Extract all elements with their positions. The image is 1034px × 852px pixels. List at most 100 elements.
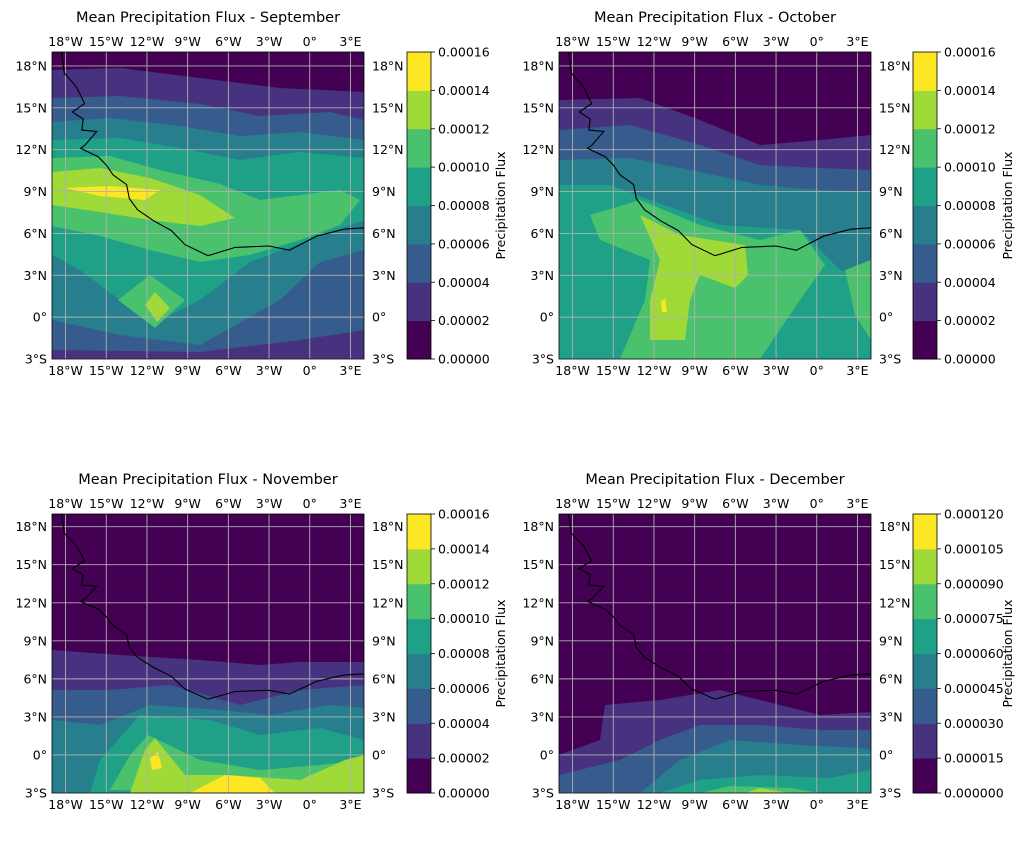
contour-band: [745, 788, 790, 793]
colorbar-label: Precipitation Flux: [493, 599, 508, 707]
lon-tick-label: 0°: [810, 496, 824, 511]
colorbar-tick-label: 0.000105: [944, 541, 1004, 556]
map-december: [559, 514, 871, 793]
colorbar-segment: [407, 688, 431, 724]
lat-tick-label: 3°N: [879, 268, 903, 283]
lat-tick-label: 3°N: [372, 709, 396, 724]
colorbar-segment: [913, 514, 937, 550]
colorbar-tick-label: 0.00008: [438, 646, 490, 661]
lon-ticks-bottom: 18°W 15°W 12°W 9°W 6°W 3°W 0° 3°E: [48, 363, 361, 378]
lon-ticks-bottom: 18°W 15°W 12°W 9°W 6°W 3°W 0° 3°E: [48, 797, 361, 812]
colorbar-label: Precipitation Flux: [1000, 151, 1015, 259]
lat-tick-label: 3°S: [372, 786, 394, 801]
panel-title: Mean Precipitation Flux - October: [594, 10, 836, 26]
lon-tick-label: 15°W: [89, 496, 124, 511]
map-november: [52, 514, 364, 793]
lon-tick-label: 0°: [810, 363, 824, 378]
gridlines: [559, 514, 871, 793]
colorbar-tick-label: 0.00000: [438, 786, 490, 801]
coastline: [60, 52, 364, 257]
lon-tick-label: 0°: [303, 797, 317, 812]
colorbar-tick-label: 0.00006: [944, 236, 996, 251]
colorbar-tick-label: 0.000000: [944, 786, 1004, 801]
colorbar-tick-label: 0.00002: [438, 751, 490, 766]
colorbar-tick-label: 0.00014: [944, 83, 996, 98]
lat-tick-label: 6°N: [372, 671, 396, 686]
lat-tick-label: 6°N: [530, 671, 554, 686]
lat-ticks-right: 18°N 15°N 12°N 9°N 6°N 3°N 0° 3°S: [372, 519, 404, 800]
lon-tick-label: 15°W: [89, 797, 124, 812]
lon-tick-label: 9°W: [174, 34, 201, 49]
lon-ticks-top: 18°W 15°W 12°W 9°W 6°W 3°W 0° 3°E: [555, 496, 868, 511]
lon-tick-label: 15°W: [596, 363, 631, 378]
lat-tick-label: 0°: [372, 747, 386, 762]
lat-tick-label: 15°N: [522, 557, 554, 572]
lat-tick-label: 0°: [540, 310, 554, 325]
lat-tick-label: 6°N: [530, 226, 554, 241]
lon-tick-label: 6°W: [215, 797, 242, 812]
lon-tick-label: 6°W: [215, 34, 242, 49]
colorbar-tick-label: 0.000030: [944, 716, 1004, 731]
colorbar-october: 0.00000 0.00002 0.00004 0.00006 0.00008 0.000…: [912, 45, 1015, 367]
colorbar-november: 0.00000 0.00002 0.00004 0.00006 0.00008 0.000…: [406, 507, 508, 801]
colorbar-segment: [407, 243, 431, 283]
lat-tick-label: 18°N: [372, 519, 404, 534]
lat-tick-label: 3°S: [25, 352, 47, 367]
map-frame: [558, 513, 872, 794]
lat-tick-label: 18°N: [372, 58, 404, 73]
colorbar-segment: [913, 688, 937, 724]
lon-tick-label: 6°W: [215, 363, 242, 378]
lon-tick-label: 0°: [303, 34, 317, 49]
lon-tick-label: 15°W: [596, 496, 631, 511]
map-frame: [558, 51, 872, 360]
panel-title: Mean Precipitation Flux - December: [585, 472, 844, 488]
lat-tick-label: 0°: [879, 310, 893, 325]
colorbar-segment: [913, 583, 937, 620]
lon-tick-label: 15°W: [596, 34, 631, 49]
lat-tick-label: 12°N: [15, 595, 47, 610]
lon-tick-label: 6°W: [722, 496, 749, 511]
colorbar-segment: [913, 758, 937, 794]
colorbar-segment: [407, 514, 431, 550]
lon-tick-label: 9°W: [681, 797, 708, 812]
colorbar-segment: [407, 548, 431, 585]
lat-tick-label: 0°: [33, 310, 47, 325]
gridlines: [559, 52, 871, 359]
lat-tick-label: 6°N: [23, 226, 47, 241]
lat-ticks-left: 18°N 15°N 12°N 9°N 6°N 3°N 0° 3°S: [522, 519, 554, 800]
contour-band: [130, 738, 364, 793]
lon-tick-label: 12°W: [637, 797, 672, 812]
colorbar-tick-label: 0.00014: [438, 83, 490, 98]
lat-tick-label: 18°N: [879, 519, 911, 534]
lat-tick-label: 3°S: [879, 352, 901, 367]
lon-tick-label: 12°W: [637, 34, 672, 49]
colorbar-tick-label: 0.00004: [438, 716, 490, 731]
lat-tick-label: 9°N: [879, 633, 903, 648]
colorbar-tick-label: 0.00012: [438, 576, 490, 591]
colorbar-tick-label: 0.00012: [944, 121, 996, 136]
contour-band: [661, 298, 667, 312]
lon-tick-label: 18°W: [48, 797, 83, 812]
lon-tick-label: 18°W: [555, 496, 590, 511]
lat-tick-label: 12°N: [372, 142, 404, 157]
colorbar-segment: [407, 723, 431, 759]
lat-tick-label: 3°S: [372, 352, 394, 367]
lon-tick-label: 3°W: [256, 797, 283, 812]
lat-tick-label: 9°N: [23, 633, 47, 648]
lat-tick-label: 9°N: [530, 633, 554, 648]
colorbar-segment: [407, 128, 431, 168]
lat-tick-label: 15°N: [372, 557, 404, 572]
lon-tick-label: 18°W: [48, 363, 83, 378]
gridlines: [52, 514, 364, 793]
lat-tick-label: 0°: [879, 747, 893, 762]
colorbar-segment: [913, 128, 937, 168]
contour-band: [590, 200, 825, 359]
colorbar-segment: [407, 52, 431, 91]
contour-band: [145, 292, 170, 322]
lon-tick-label: 12°W: [130, 797, 165, 812]
colorbar-tick-label: 0.00008: [438, 198, 490, 213]
lat-tick-label: 15°N: [15, 100, 47, 115]
lon-tick-label: 12°W: [130, 363, 165, 378]
lat-ticks-right: 18°N 15°N 12°N 9°N 6°N 3°N 0° 3°S: [372, 58, 404, 366]
